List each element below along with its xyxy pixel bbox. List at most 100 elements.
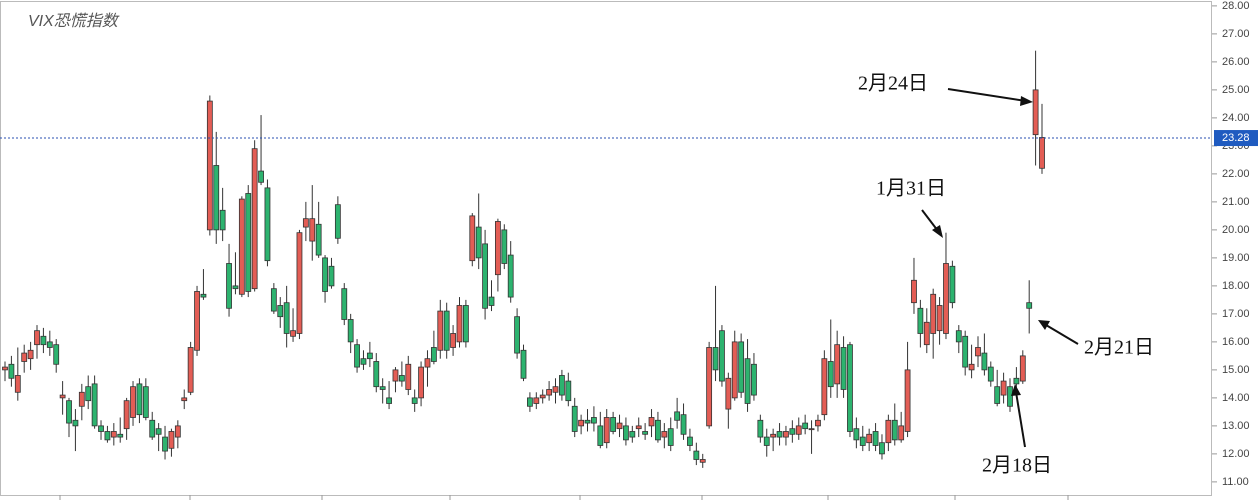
candle-body	[674, 411, 681, 421]
candle-body	[687, 436, 693, 446]
candle-body	[623, 425, 629, 441]
candle-body	[187, 347, 194, 393]
candle-body	[469, 215, 476, 262]
candle-body	[834, 344, 841, 385]
candle-body	[917, 307, 924, 334]
candle-body	[78, 391, 85, 407]
candle-body	[859, 436, 866, 446]
candle-body	[322, 257, 328, 292]
candle-body	[27, 349, 34, 360]
candle-body	[629, 431, 636, 438]
candle-body	[706, 347, 713, 427]
candle-body	[238, 198, 245, 295]
candle-body	[853, 428, 860, 441]
annotation-arrows	[921, 88, 1079, 448]
annotation: 2月24日	[858, 73, 928, 95]
candle-body	[290, 330, 296, 337]
y-tick-label: 15.00	[1222, 364, 1250, 376]
candle-body	[565, 380, 572, 402]
candle-body	[110, 431, 117, 438]
candle-body	[821, 358, 828, 416]
candle-body	[168, 431, 175, 449]
candle-body	[648, 417, 655, 427]
candle-body	[808, 428, 815, 431]
candle-body	[552, 386, 559, 393]
candle-body	[482, 243, 488, 309]
candle-body	[943, 263, 949, 334]
candle-body	[770, 433, 777, 438]
candle-body	[911, 279, 917, 304]
candle-body	[744, 358, 751, 404]
candle-body	[904, 369, 911, 432]
candle-body	[731, 341, 738, 399]
candle-body	[213, 165, 220, 231]
candle-body	[200, 293, 207, 298]
candle-body	[584, 419, 591, 424]
candle-body	[270, 288, 277, 312]
y-tick-label: 17.00	[1222, 308, 1250, 320]
candle-body	[386, 397, 392, 404]
candle-body	[616, 422, 623, 430]
candle-body	[533, 397, 540, 404]
candle-body	[66, 400, 72, 424]
candle-body	[341, 288, 348, 320]
candle-body	[1007, 386, 1013, 407]
candle-body	[1032, 89, 1039, 136]
candle-body	[53, 344, 60, 365]
candle-body	[725, 377, 732, 410]
candle-body	[968, 363, 975, 371]
annotation: 2月21日	[1084, 337, 1154, 359]
candle-body	[680, 414, 687, 435]
candle-body	[354, 344, 360, 368]
candle-body	[104, 431, 111, 441]
candle-body	[475, 226, 482, 259]
candle-body	[923, 321, 930, 346]
candle-body	[1039, 137, 1045, 169]
candle-body	[559, 375, 565, 396]
candle-body	[763, 436, 770, 446]
candle-body	[219, 209, 226, 231]
candle-body	[379, 386, 386, 390]
candle-body	[123, 400, 130, 430]
candle-body	[776, 431, 783, 438]
candle-body	[258, 170, 264, 183]
candle-body	[174, 425, 181, 438]
candle-body	[418, 366, 424, 399]
candle-body	[527, 397, 533, 407]
candle-body	[591, 417, 597, 424]
candle-body	[46, 341, 53, 348]
candle-body	[898, 425, 905, 441]
candle-body	[462, 305, 469, 343]
candle-body	[360, 358, 367, 365]
candle-body	[21, 352, 28, 362]
candle-body	[514, 316, 520, 354]
candle-body	[366, 352, 373, 360]
y-tick-label: 20.00	[1222, 224, 1250, 236]
last-price-label: 23.28	[1222, 132, 1250, 144]
candle-body	[392, 369, 399, 382]
candle-body	[232, 285, 239, 290]
candle-body	[981, 352, 988, 371]
candle-body	[994, 386, 1001, 404]
candle-body	[642, 431, 649, 435]
candle-body	[507, 254, 514, 298]
candle-body	[315, 223, 322, 256]
candle-body	[539, 394, 546, 399]
candle-body	[872, 431, 879, 446]
candle-body	[296, 232, 303, 334]
candle-body	[430, 347, 437, 362]
candle-body	[334, 204, 341, 239]
candle-body	[578, 419, 585, 427]
candle-body	[975, 347, 981, 357]
x-axis-ticks	[59, 495, 1069, 500]
y-tick-label: 19.00	[1222, 252, 1250, 264]
candle-body	[450, 333, 456, 348]
candle-body	[2, 366, 8, 371]
candle-body	[142, 386, 149, 418]
annotation: 1月31日	[876, 178, 946, 200]
y-tick-label: 16.00	[1222, 336, 1250, 348]
y-tick-label: 28.00	[1222, 0, 1250, 12]
candle-body	[309, 218, 316, 242]
candle-body	[879, 442, 885, 455]
candle-body	[14, 375, 21, 393]
